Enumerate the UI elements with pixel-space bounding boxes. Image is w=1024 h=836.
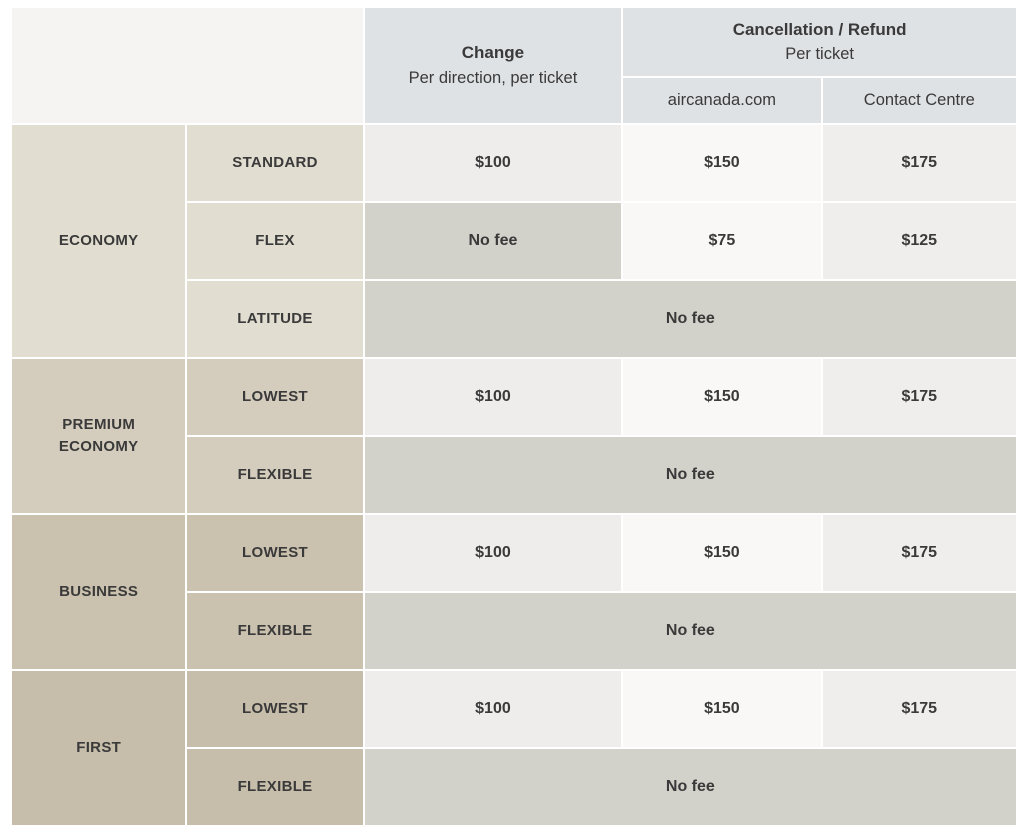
fare-economy-flex: FLEX	[187, 203, 363, 279]
fee-economy-standard-change: $100	[364, 125, 622, 201]
fare-business-flexible: FLEXIBLE	[187, 593, 363, 669]
fee-first-lowest-contact: $175	[822, 671, 1016, 747]
fare-fees-table: Change Per direction, per ticket Cancell…	[10, 6, 1018, 827]
change-header-title: Change	[461, 43, 525, 63]
fare-business-lowest: LOWEST	[187, 515, 363, 591]
fee-first-lowest-aircanada: $150	[623, 671, 821, 747]
cabin-business: BUSINESS	[12, 515, 186, 669]
fee-premium-flexible-all: No fee	[364, 437, 1016, 513]
header-blank-cell	[12, 8, 363, 123]
fee-first-lowest-change: $100	[364, 671, 622, 747]
fare-economy-latitude: LATITUDE	[187, 281, 363, 357]
subheader-aircanada: aircanada.com	[623, 78, 821, 123]
fee-economy-standard-contact: $175	[822, 125, 1016, 201]
fare-economy-standard: STANDARD	[187, 125, 363, 201]
fee-economy-flex-aircanada: $75	[623, 203, 821, 279]
fee-first-flexible-all: No fee	[364, 749, 1016, 825]
cancellation-header-subtitle: Per ticket	[785, 45, 854, 64]
fee-economy-latitude-all: No fee	[364, 281, 1016, 357]
fee-premium-lowest-change: $100	[364, 359, 622, 435]
fee-business-lowest-change: $100	[364, 515, 622, 591]
fee-premium-lowest-aircanada: $150	[623, 359, 821, 435]
fare-first-lowest: LOWEST	[187, 671, 363, 747]
cabin-economy: ECONOMY	[12, 125, 186, 357]
cancellation-column-header: Cancellation / Refund Per ticket	[623, 8, 1016, 76]
cancellation-header-title: Cancellation / Refund	[732, 19, 907, 39]
subheader-contact-centre: Contact Centre	[822, 78, 1016, 123]
fare-first-flexible: FLEXIBLE	[187, 749, 363, 825]
fee-business-flexible-all: No fee	[364, 593, 1016, 669]
cabin-premium-economy: PREMIUM ECONOMY	[12, 359, 186, 513]
fee-business-lowest-contact: $175	[822, 515, 1016, 591]
fee-economy-flex-change: No fee	[364, 203, 622, 279]
change-column-header: Change Per direction, per ticket	[364, 8, 622, 123]
fare-premium-flexible: FLEXIBLE	[187, 437, 363, 513]
fare-premium-lowest: LOWEST	[187, 359, 363, 435]
cabin-first: FIRST	[12, 671, 186, 825]
fee-premium-lowest-contact: $175	[822, 359, 1016, 435]
fee-economy-flex-contact: $125	[822, 203, 1016, 279]
change-header-subtitle: Per direction, per ticket	[408, 68, 578, 87]
fee-business-lowest-aircanada: $150	[623, 515, 821, 591]
fee-economy-standard-aircanada: $150	[623, 125, 821, 201]
